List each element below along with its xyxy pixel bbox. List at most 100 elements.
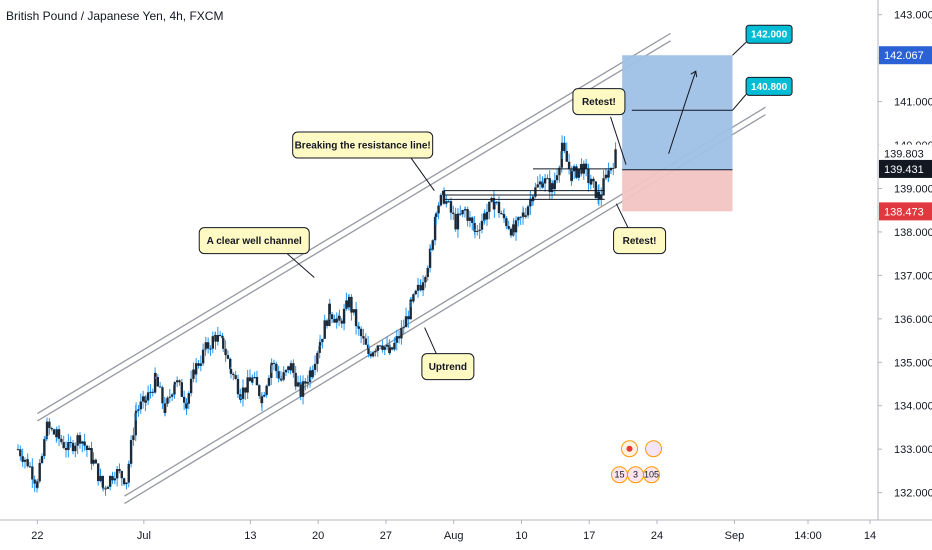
price-tick-label: 138.000 xyxy=(894,227,932,239)
candle-body xyxy=(168,396,172,398)
candle-body xyxy=(459,213,462,215)
candle-body xyxy=(445,201,448,204)
candle-body xyxy=(284,369,288,373)
candle-body xyxy=(272,362,276,364)
candle-body xyxy=(575,166,578,178)
price-target-tag-label: 140.800 xyxy=(751,82,788,93)
candle-body xyxy=(192,369,195,379)
candle-body xyxy=(182,396,186,403)
candle-body xyxy=(267,377,271,386)
candle-body xyxy=(328,303,331,315)
callout-box xyxy=(292,131,434,159)
event-count: 105 xyxy=(644,470,659,480)
time-tick-label: 20 xyxy=(312,530,324,542)
candle-body xyxy=(151,391,154,393)
candle-body xyxy=(127,463,130,483)
candle-body xyxy=(404,316,408,328)
candle-body xyxy=(362,336,365,339)
candle-body xyxy=(282,372,285,380)
candle-body xyxy=(209,348,212,350)
candle-body xyxy=(534,187,537,197)
candle-body xyxy=(88,447,91,451)
candle-body xyxy=(407,316,410,320)
candle-body xyxy=(62,442,65,448)
price-tick-label: 141.000 xyxy=(894,97,932,109)
candle-body xyxy=(400,328,403,339)
candle-body xyxy=(277,371,280,379)
candle-body xyxy=(265,385,268,395)
candle-body xyxy=(158,386,162,388)
candle-body xyxy=(505,218,508,227)
candle-body xyxy=(473,230,477,232)
candle-body xyxy=(433,216,437,241)
candle-body xyxy=(31,466,34,480)
candle-body xyxy=(478,229,481,231)
candle-body xyxy=(204,342,208,349)
candle-body xyxy=(185,403,188,409)
candle-body xyxy=(374,350,377,353)
candle-body xyxy=(214,335,217,342)
candle-body xyxy=(118,469,121,472)
candle-body xyxy=(248,377,252,382)
candle-body xyxy=(354,309,358,327)
candle-body xyxy=(120,471,123,479)
candle-body xyxy=(371,352,375,357)
candle-body xyxy=(514,220,518,233)
candle-body xyxy=(144,400,147,403)
candle-body xyxy=(419,285,422,291)
candle-body xyxy=(67,442,70,451)
callout-pointer xyxy=(286,253,315,278)
price-badge-label: 139.431 xyxy=(884,164,924,176)
candle-body xyxy=(78,435,82,444)
candle-body xyxy=(507,226,510,229)
candlestick-series xyxy=(16,135,617,496)
candle-body xyxy=(357,326,360,329)
candle-body xyxy=(309,370,312,378)
candle-body xyxy=(229,358,232,369)
candle-body xyxy=(318,342,322,346)
callout-box xyxy=(613,227,667,255)
projection-arrow xyxy=(668,71,697,154)
price-badge-label: 138.473 xyxy=(884,206,924,218)
candle-body xyxy=(526,206,530,216)
price-tick-label: 134.000 xyxy=(894,401,932,413)
candle-body xyxy=(296,382,300,387)
candle-body xyxy=(92,459,95,464)
candle-body xyxy=(592,178,595,182)
candle-body xyxy=(206,342,210,349)
candle-body xyxy=(161,387,164,404)
time-tick-label: 10 xyxy=(515,530,527,542)
candle-body xyxy=(201,349,205,364)
time-tick-label: 22 xyxy=(31,530,43,542)
profit-zone xyxy=(622,55,733,170)
candle-body xyxy=(102,487,105,489)
candle-body xyxy=(454,214,457,230)
candle-body xyxy=(55,429,58,438)
callout-label: Retest! xyxy=(582,97,616,108)
candle-body xyxy=(125,482,128,485)
candle-body xyxy=(538,181,542,185)
candle-body xyxy=(385,344,389,347)
candle-body xyxy=(287,366,290,370)
candle-body xyxy=(173,384,176,395)
candle-body xyxy=(270,362,273,365)
candle-body xyxy=(99,475,102,482)
candle-body xyxy=(38,462,41,482)
candle-body xyxy=(64,447,68,451)
event-icon xyxy=(645,440,663,458)
candle-body xyxy=(421,282,425,291)
price-target-tag xyxy=(745,24,793,44)
long-position-tool[interactable] xyxy=(622,55,733,212)
candle-body xyxy=(101,475,105,488)
time-tick-label: 27 xyxy=(380,530,392,542)
candle-body xyxy=(57,429,61,439)
callout-pointer xyxy=(615,203,629,228)
price-tick-label: 137.000 xyxy=(894,270,932,282)
candle-body xyxy=(428,248,432,268)
annotations: A clear well channel Breaking the resista… xyxy=(198,24,793,484)
event-count: 3 xyxy=(633,470,638,480)
candle-body xyxy=(509,228,513,236)
candle-body xyxy=(294,372,297,387)
candle-body xyxy=(90,447,93,464)
